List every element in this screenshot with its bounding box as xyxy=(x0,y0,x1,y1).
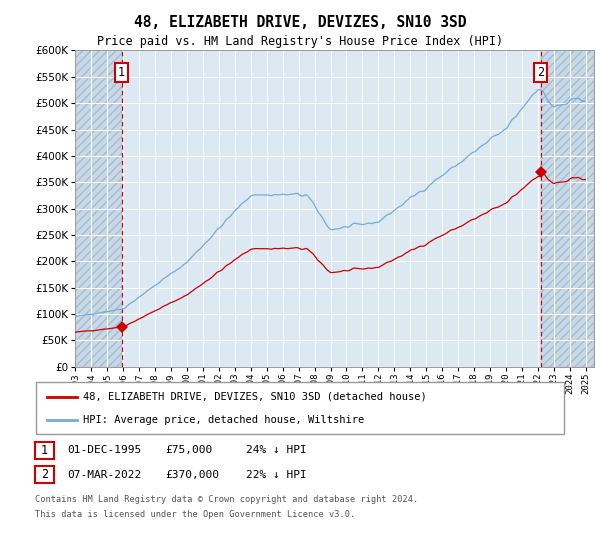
Text: £75,000: £75,000 xyxy=(165,445,212,455)
Text: Contains HM Land Registry data © Crown copyright and database right 2024.: Contains HM Land Registry data © Crown c… xyxy=(35,495,418,504)
Text: This data is licensed under the Open Government Licence v3.0.: This data is licensed under the Open Gov… xyxy=(35,510,355,519)
Text: 2: 2 xyxy=(538,66,545,79)
Text: £370,000: £370,000 xyxy=(165,470,219,480)
Bar xyxy=(75,50,122,367)
Text: HPI: Average price, detached house, Wiltshire: HPI: Average price, detached house, Wilt… xyxy=(83,414,364,424)
Text: 1: 1 xyxy=(41,444,48,457)
Bar xyxy=(541,50,594,367)
Text: 48, ELIZABETH DRIVE, DEVIZES, SN10 3SD (detached house): 48, ELIZABETH DRIVE, DEVIZES, SN10 3SD (… xyxy=(83,392,427,402)
Text: 48, ELIZABETH DRIVE, DEVIZES, SN10 3SD: 48, ELIZABETH DRIVE, DEVIZES, SN10 3SD xyxy=(134,15,466,30)
Text: 01-DEC-1995: 01-DEC-1995 xyxy=(67,445,142,455)
Text: 1: 1 xyxy=(118,66,125,79)
Text: 2: 2 xyxy=(41,468,48,482)
Text: 07-MAR-2022: 07-MAR-2022 xyxy=(67,470,142,480)
Text: Price paid vs. HM Land Registry's House Price Index (HPI): Price paid vs. HM Land Registry's House … xyxy=(97,35,503,48)
Text: 24% ↓ HPI: 24% ↓ HPI xyxy=(246,445,307,455)
Text: 22% ↓ HPI: 22% ↓ HPI xyxy=(246,470,307,480)
